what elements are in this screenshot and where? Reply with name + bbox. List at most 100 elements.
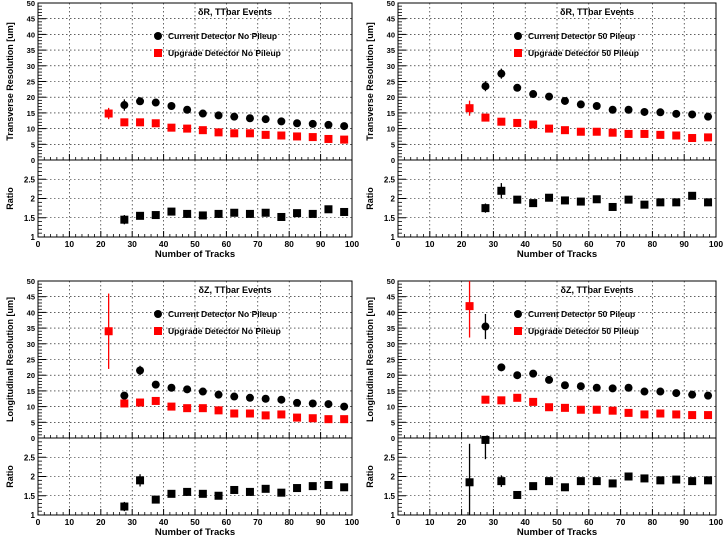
ratio-point xyxy=(576,477,585,486)
current-detector-point xyxy=(672,109,681,118)
y-tick-label: 40 xyxy=(387,30,395,39)
current-detector-point xyxy=(704,112,713,121)
upgrade-detector-point xyxy=(230,409,239,418)
current-detector-point xyxy=(167,101,176,110)
ratio-point xyxy=(624,472,633,481)
upgrade-detector-point xyxy=(481,395,490,404)
y-tick-label: 50 xyxy=(27,277,35,286)
ratio-point xyxy=(277,212,286,221)
legend-marker-current xyxy=(154,310,162,318)
ratio-tick-label: 2.5 xyxy=(384,453,396,462)
x-tick-label: 50 xyxy=(190,517,200,527)
ratio-point xyxy=(513,195,522,204)
current-detector-point xyxy=(340,402,349,411)
x-tick-label: 100 xyxy=(709,239,723,249)
x-tick-label: 20 xyxy=(96,239,106,249)
panel-title: δR, TTbar Events xyxy=(560,7,634,17)
ratio-point xyxy=(136,476,145,485)
ratio-point xyxy=(167,489,176,498)
x-axis-title: Number of Tracks xyxy=(155,249,235,260)
upgrade-detector-point xyxy=(183,124,192,133)
legend-marker-upgrade xyxy=(514,327,522,335)
legend-marker-current xyxy=(514,32,522,40)
upgrade-detector-point xyxy=(136,398,145,407)
ratio-point xyxy=(640,474,649,483)
current-detector-point xyxy=(529,369,538,378)
ratio-point xyxy=(497,186,506,195)
current-detector-point xyxy=(497,69,506,78)
current-detector-point xyxy=(120,101,129,110)
current-detector-point xyxy=(624,105,633,114)
x-tick-label: 50 xyxy=(190,239,200,249)
ratio-point xyxy=(497,477,506,486)
ratio-point xyxy=(656,476,665,485)
ratio-point xyxy=(293,484,302,493)
x-tick-label: 40 xyxy=(159,517,169,527)
upgrade-detector-point xyxy=(640,410,649,419)
x-tick-label: 70 xyxy=(253,239,263,249)
x-tick-label: 0 xyxy=(36,517,41,527)
y-tick-label: 5 xyxy=(391,140,395,149)
ratio-point xyxy=(465,478,474,487)
current-detector-point xyxy=(592,383,601,392)
y-tick-label: 15 xyxy=(387,109,395,118)
current-detector-point xyxy=(592,101,601,110)
panel-title: δZ, TTbar Events xyxy=(561,285,634,295)
x-axis-title: Number of Tracks xyxy=(155,527,235,538)
y-tick-label: 35 xyxy=(27,324,35,333)
ratio-point xyxy=(308,482,317,491)
x-tick-label: 30 xyxy=(489,239,499,249)
y-tick-label: 40 xyxy=(387,308,395,317)
upgrade-detector-point xyxy=(104,109,113,118)
x-tick-label: 100 xyxy=(345,517,359,527)
x-tick-label: 70 xyxy=(616,239,626,249)
ratio-point xyxy=(293,209,302,218)
legend-marker-current xyxy=(514,310,522,318)
upgrade-detector-point xyxy=(624,129,633,138)
ratio-point xyxy=(308,209,317,218)
current-detector-point xyxy=(688,110,697,119)
upgrade-detector-point xyxy=(656,409,665,418)
y-axis-title: Longitudinal Resolution [um] xyxy=(5,297,15,422)
ratio-point xyxy=(545,193,554,202)
upgrade-detector-point xyxy=(277,410,286,419)
current-detector-point xyxy=(308,399,317,408)
current-detector-point xyxy=(214,111,223,120)
x-tick-label: 10 xyxy=(65,239,75,249)
ratio-tick-label: 2 xyxy=(391,195,396,204)
x-tick-label: 10 xyxy=(65,517,75,527)
ratio-point xyxy=(513,490,522,499)
upgrade-detector-point xyxy=(576,405,585,414)
upgrade-detector-point xyxy=(481,113,490,122)
legend-label-current: Current Detector 50 Pileup xyxy=(528,31,635,41)
ratio-point xyxy=(261,484,270,493)
upgrade-detector-point xyxy=(340,135,349,144)
ratio-tick-label: 1 xyxy=(31,511,36,520)
legend-label-upgrade: Upgrade Detector 50 Pileup xyxy=(528,48,639,58)
ratio-point xyxy=(481,435,490,444)
ratio-point xyxy=(576,197,585,206)
current-detector-point xyxy=(340,122,349,131)
current-detector-point xyxy=(497,363,506,372)
y-tick-label: 0 xyxy=(391,156,395,165)
legend-label-upgrade: Upgrade Detector No Pileup xyxy=(168,48,281,58)
legend-label-current: Current Detector 50 Pileup xyxy=(528,309,635,319)
ratio-tick-label: 1.5 xyxy=(384,214,396,223)
current-detector-point xyxy=(198,387,207,396)
current-detector-point xyxy=(624,383,633,392)
y-tick-label: 40 xyxy=(27,30,35,39)
y-tick-label: 20 xyxy=(27,371,35,380)
upgrade-detector-point xyxy=(245,409,254,418)
y-tick-label: 0 xyxy=(31,434,35,443)
x-tick-label: 40 xyxy=(159,239,169,249)
ratio-point xyxy=(672,198,681,207)
ratio-point xyxy=(560,196,569,205)
ratio-point xyxy=(183,209,192,218)
chart-panel-1: 0 10 20 30 40 50 60 70 80 90 100 0 5 10 15 20 25 30 35 40 45… xyxy=(5,0,359,260)
ratio-point xyxy=(120,215,129,224)
ratio-tick-label: 1 xyxy=(391,511,396,520)
chart-panel-4: 0 10 20 30 40 50 60 70 80 90 100 0 5 10 15 20 25 30 35 40 45… xyxy=(365,277,723,538)
y-tick-label: 0 xyxy=(31,156,35,165)
x-tick-label: 100 xyxy=(345,239,359,249)
ratio-point xyxy=(151,495,160,504)
